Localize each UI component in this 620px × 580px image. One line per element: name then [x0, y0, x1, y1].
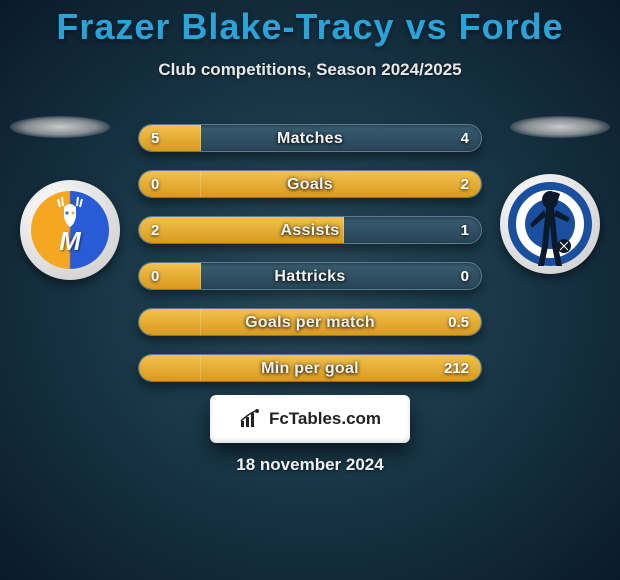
stat-row: Goals0 2	[138, 170, 482, 198]
stat-row: Assists2 1	[138, 216, 482, 244]
date-text: 18 november 2024	[0, 455, 620, 475]
stat-row: Goals per match0.5	[138, 308, 482, 336]
stat-label: Hattricks	[139, 263, 481, 290]
stat-label: Goals per match	[139, 309, 481, 336]
footer-brand-card: FcTables.com	[210, 395, 410, 443]
stat-value-right: 4	[461, 125, 469, 152]
stat-value-right: 0.5	[448, 309, 469, 336]
mansfield-crest	[31, 191, 109, 269]
stat-value-right: 1	[461, 217, 469, 244]
page-title: Frazer Blake-Tracy vs Forde	[0, 0, 620, 48]
bristol-rovers-crest	[508, 182, 592, 266]
stat-label: Matches	[139, 125, 481, 152]
badge-shadow-right	[510, 116, 610, 138]
stat-row: Min per goal212	[138, 354, 482, 382]
stats-bars: Matches54Goals02Assists21Hattricks00Goal…	[138, 124, 482, 400]
comparison-card: Frazer Blake-Tracy vs Forde Club competi…	[0, 0, 620, 580]
stat-row: Matches5 4	[138, 124, 482, 152]
stat-label: Goals	[139, 171, 481, 198]
stat-label: Min per goal	[139, 355, 481, 382]
stat-value-right: 2	[461, 171, 469, 198]
stat-value-left: 0	[151, 263, 159, 290]
footer-brand-text: FcTables.com	[269, 409, 381, 429]
stat-row: Hattricks0 0	[138, 262, 482, 290]
stat-value-right: 212	[444, 355, 469, 382]
fctables-logo-icon	[239, 409, 263, 429]
pirate-icon	[520, 184, 580, 274]
stat-value-left: 2	[151, 217, 159, 244]
stat-value-right: 0	[461, 263, 469, 290]
stag-icon	[50, 195, 90, 231]
stat-value-left: 0	[151, 171, 159, 198]
stat-value-left: 5	[151, 125, 159, 152]
stat-label: Assists	[139, 217, 481, 244]
team-badge-left	[20, 180, 120, 280]
subtitle: Club competitions, Season 2024/2025	[0, 60, 620, 80]
team-badge-right	[500, 174, 600, 274]
badge-shadow-left	[10, 116, 110, 138]
